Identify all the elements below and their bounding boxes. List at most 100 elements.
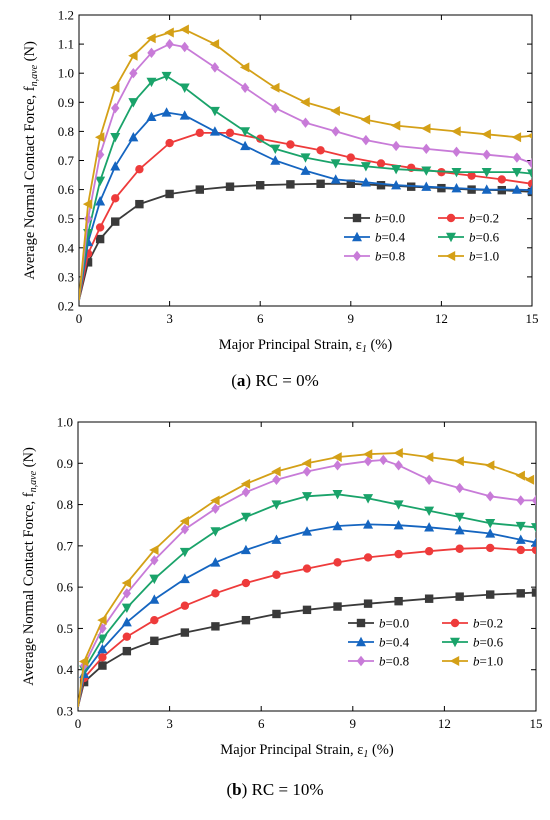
- data-point: [83, 258, 93, 267]
- legend-marker: [446, 232, 456, 243]
- series-line: [78, 523, 536, 708]
- data-point: [98, 653, 107, 662]
- data-point: [391, 165, 402, 175]
- data-point: [515, 470, 525, 481]
- data-point: [128, 98, 139, 108]
- y-tick-label: 1.0: [58, 66, 74, 81]
- data-point: [531, 545, 536, 555]
- legend-marker: [352, 231, 362, 242]
- series-b=1.0: [78, 447, 535, 708]
- caption-a: (a) RC = 0%: [231, 371, 319, 390]
- data-point: [78, 656, 89, 667]
- y-tick-label: 0.9: [57, 456, 73, 471]
- data-point: [451, 126, 461, 137]
- data-point: [515, 521, 526, 532]
- plot-frame: [77, 421, 537, 712]
- series-line: [79, 75, 532, 301]
- legend-marker: [445, 251, 456, 261]
- series-line: [78, 546, 536, 708]
- x-tick-label: 12: [438, 716, 451, 731]
- series-line: [79, 43, 532, 301]
- data-point: [421, 181, 432, 191]
- data-point: [516, 495, 525, 506]
- data-point: [455, 592, 464, 601]
- data-point: [211, 589, 220, 598]
- data-point: [302, 564, 312, 573]
- panel-b: 0.3 0.4 0.5 0.6 0.7 0.8 0.9 1.0 0 3 6 9 12 15 Major Pr…: [0, 410, 550, 820]
- data-point: [363, 456, 373, 467]
- data-point: [455, 544, 464, 553]
- data-point: [486, 543, 495, 553]
- data-point: [485, 460, 495, 471]
- data-point: [121, 617, 132, 627]
- data-point: [225, 182, 235, 191]
- data-point: [424, 474, 434, 485]
- data-point: [390, 120, 401, 131]
- data-point: [394, 549, 403, 559]
- data-point: [376, 181, 386, 190]
- data-point: [331, 126, 340, 137]
- caption-letter: b: [232, 780, 242, 799]
- data-point: [527, 169, 532, 179]
- data-point: [361, 134, 371, 146]
- data-point: [110, 82, 120, 93]
- data-point: [531, 588, 536, 597]
- data-point: [240, 127, 251, 137]
- data-point: [95, 234, 105, 244]
- data-point: [391, 180, 402, 190]
- data-point: [180, 628, 190, 637]
- data-point: [122, 632, 132, 641]
- data-point: [531, 495, 536, 506]
- legend-label: b=0.2: [473, 616, 503, 631]
- data-point: [146, 77, 157, 88]
- data-point: [272, 609, 281, 619]
- legend-label: b=0.0: [379, 616, 409, 631]
- x-tick-label: 3: [166, 716, 173, 731]
- data-point: [225, 128, 235, 138]
- data-point: [161, 107, 172, 117]
- data-point: [333, 460, 342, 471]
- data-point: [82, 199, 93, 210]
- y-tick-label: 0.9: [58, 95, 74, 110]
- data-point: [333, 602, 342, 611]
- data-point: [211, 503, 220, 514]
- data-point: [240, 82, 250, 93]
- data-point: [497, 175, 506, 184]
- y-tick-label: 1.2: [58, 8, 74, 23]
- data-point: [95, 176, 106, 187]
- data-point: [363, 553, 373, 562]
- data-point: [300, 97, 310, 108]
- y-tick-label: 0.3: [58, 269, 74, 284]
- y-tick-label: 0.8: [57, 497, 73, 512]
- data-point: [179, 24, 189, 35]
- data-point: [271, 102, 280, 114]
- data-point: [150, 636, 159, 646]
- data-point: [146, 33, 156, 44]
- legend-marker: [356, 618, 366, 628]
- data-point: [241, 615, 251, 625]
- data-point: [316, 146, 325, 155]
- data-point: [421, 123, 431, 134]
- series-line: [79, 111, 532, 301]
- data-point: [454, 524, 465, 535]
- data-point: [286, 140, 295, 149]
- data-point: [179, 110, 190, 120]
- data-point: [393, 500, 404, 510]
- data-point: [286, 180, 295, 189]
- legend-label: b=0.4: [379, 635, 410, 650]
- data-point: [239, 62, 250, 73]
- data-point: [362, 449, 373, 460]
- data-point: [301, 458, 312, 469]
- x-tick-label: 12: [435, 311, 448, 326]
- data-point: [270, 82, 280, 93]
- data-point: [301, 117, 310, 128]
- x-tick-label: 15: [530, 716, 543, 731]
- data-point: [316, 179, 325, 188]
- y-tick-label: 0.8: [58, 124, 74, 139]
- data-point: [512, 152, 522, 163]
- caption-letter: a: [236, 371, 246, 390]
- series-b=1.0: [79, 24, 532, 301]
- data-point: [363, 494, 374, 504]
- data-point: [455, 482, 464, 494]
- panel-a: 0.2 0.3 0.4 0.5 0.6 0.7 0.8 0.9 1.0 1.1 1.2 0 3 6 9 12 1…: [22, 8, 539, 391]
